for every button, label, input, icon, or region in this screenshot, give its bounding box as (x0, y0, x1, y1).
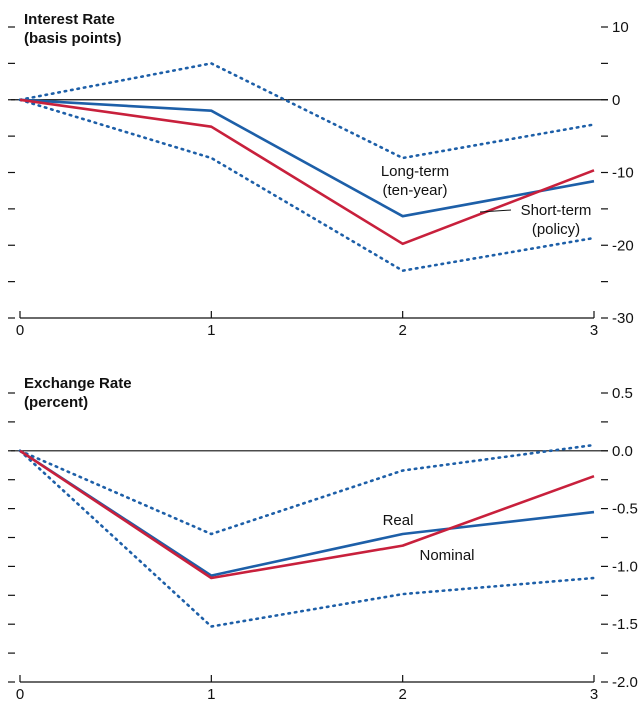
panel-2-x-tick-label: 0 (16, 686, 24, 701)
panel-1-y-tick-label: -10 (612, 165, 634, 182)
panel-2-annotation-label: Real (383, 512, 414, 529)
panel-1-series-long-term-ten-year (20, 100, 594, 216)
panel-1-annotation-label: (ten-year) (382, 182, 447, 199)
panel-1-title-line-2: (basis points) (24, 30, 122, 47)
panel-1-x-tick-label: 2 (398, 322, 406, 339)
panel-2-x-tick-label: 3 (590, 686, 598, 701)
panel-2-title-line-2: (percent) (24, 394, 88, 411)
panel-2-series-real (20, 451, 594, 576)
panel-1-title-line-1: Interest Rate (24, 11, 115, 28)
panel-2-y-tick-label: -1.5 (612, 616, 638, 633)
panel-1-annotation-label: Short-term (521, 202, 592, 219)
panel-2-series-nominal (20, 451, 594, 578)
panel-1-x-tick-label: 3 (590, 322, 598, 339)
panel-2-y-tick-label: -1.0 (612, 558, 638, 575)
panel-2-y-tick-label: 0.0 (612, 443, 633, 460)
panel-2-y-tick-label: -2.0 (612, 674, 638, 691)
panel-2-title-line-1: Exchange Rate (24, 375, 132, 392)
panel-2-y-tick-label: -0.5 (612, 501, 638, 518)
panel-2-annotation-label: Nominal (419, 547, 474, 564)
panel-1-y-tick-label: -20 (612, 237, 634, 254)
panel-1-annotation-label: (policy) (532, 221, 580, 238)
panel-1-y-tick-label: 10 (612, 19, 629, 36)
panel-1-series-short-term-policy (20, 100, 594, 244)
panel-2-x-tick-label: 2 (398, 686, 406, 701)
panel-1-x-tick-label: 0 (16, 322, 24, 339)
panel-2-band-line-3 (20, 451, 594, 627)
panel-2-y-tick-label: 0.5 (612, 385, 633, 402)
panel-1-annotation-label: Long-term (381, 163, 449, 180)
panel-2-x-tick-label: 1 (207, 686, 215, 701)
panel-1-x-tick-label: 1 (207, 322, 215, 339)
panel-1-y-tick-label: 0 (612, 92, 620, 109)
panel-1-y-tick-label: -30 (612, 310, 634, 327)
